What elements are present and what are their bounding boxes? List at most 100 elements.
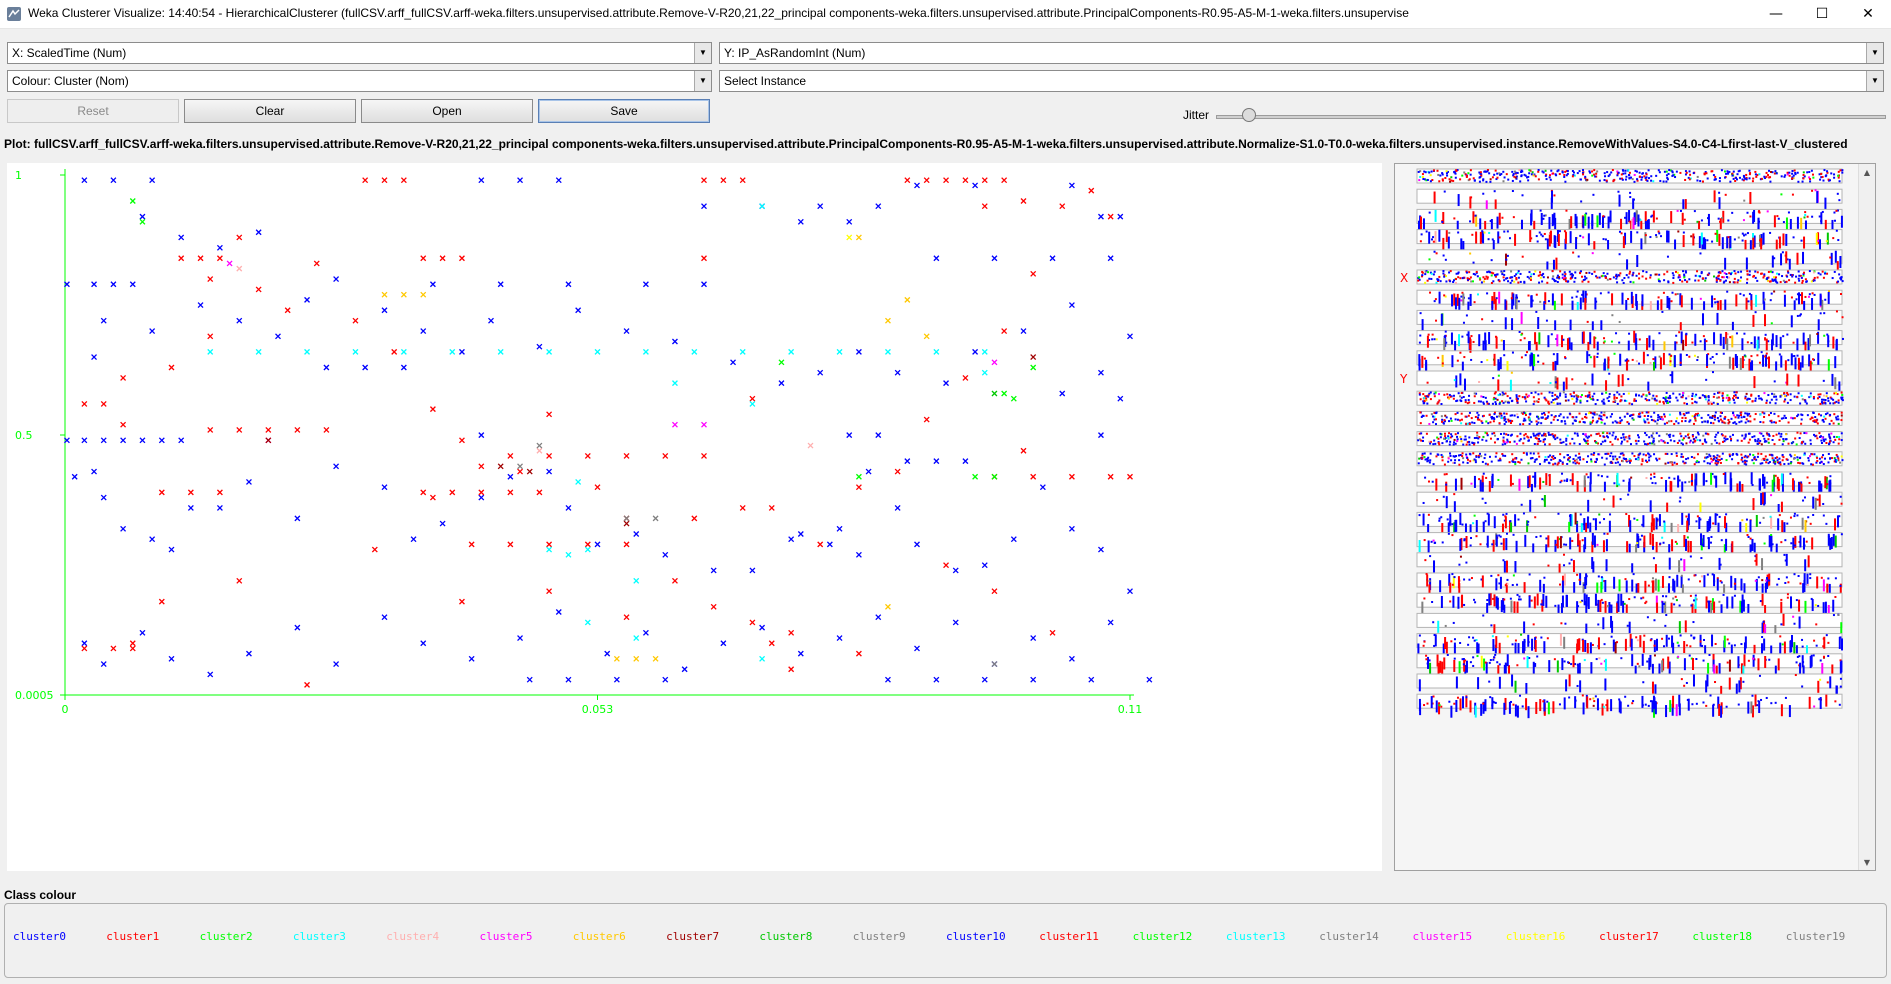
reset-button[interactable]: Reset: [7, 99, 179, 123]
data-point[interactable]: [187, 489, 194, 496]
data-point[interactable]: [1127, 588, 1133, 595]
data-point[interactable]: [526, 468, 533, 475]
data-point[interactable]: [1020, 447, 1027, 454]
data-point[interactable]: [497, 463, 504, 470]
data-point[interactable]: [671, 338, 678, 345]
data-point[interactable]: [1001, 390, 1008, 397]
data-point[interactable]: [671, 380, 678, 387]
data-point[interactable]: [546, 468, 553, 475]
data-point[interactable]: [778, 380, 785, 387]
data-point[interactable]: [275, 333, 281, 340]
data-point[interactable]: [701, 452, 707, 459]
data-point[interactable]: [526, 676, 533, 683]
data-point[interactable]: [642, 348, 649, 355]
data-point[interactable]: [536, 447, 543, 454]
data-point[interactable]: [139, 629, 146, 636]
data-point[interactable]: [584, 541, 591, 548]
data-point[interactable]: [352, 317, 359, 324]
data-point[interactable]: [536, 343, 543, 350]
data-point[interactable]: [1001, 177, 1008, 184]
data-point[interactable]: [168, 655, 175, 662]
data-point[interactable]: [972, 473, 979, 480]
data-point[interactable]: [129, 645, 136, 652]
data-point[interactable]: [517, 635, 524, 641]
attribute-bar[interactable]: [1416, 572, 1843, 597]
data-point[interactable]: [1010, 536, 1017, 543]
data-point[interactable]: [236, 577, 243, 584]
data-point[interactable]: [517, 177, 524, 184]
data-point[interactable]: [1049, 255, 1056, 262]
data-point[interactable]: [914, 645, 920, 652]
data-point[interactable]: [1088, 187, 1095, 194]
attribute-bar[interactable]: [1416, 390, 1844, 406]
data-point[interactable]: [207, 333, 214, 340]
data-point[interactable]: [884, 603, 891, 610]
data-point[interactable]: [1107, 473, 1114, 480]
data-point[interactable]: [642, 629, 649, 636]
data-point[interactable]: [662, 676, 669, 683]
data-point[interactable]: [952, 567, 959, 574]
data-point[interactable]: [952, 619, 959, 626]
data-point[interactable]: [894, 505, 901, 511]
data-point[interactable]: [652, 655, 659, 662]
select-instance-select[interactable]: Select Instance ▼: [719, 70, 1884, 92]
data-point[interactable]: [255, 286, 262, 293]
data-point[interactable]: [207, 426, 214, 433]
data-point[interactable]: [739, 348, 746, 355]
data-point[interactable]: [720, 640, 727, 647]
data-point[interactable]: [1146, 676, 1153, 683]
data-point[interactable]: [362, 364, 369, 371]
data-point[interactable]: [633, 577, 640, 584]
data-point[interactable]: [100, 317, 107, 324]
data-point[interactable]: [236, 265, 243, 272]
data-point[interactable]: [294, 515, 301, 522]
data-point[interactable]: [158, 489, 165, 496]
data-point[interactable]: [129, 198, 136, 204]
close-button[interactable]: ✕: [1845, 0, 1891, 28]
data-point[interactable]: [875, 432, 882, 439]
data-point[interactable]: [875, 614, 882, 621]
data-point[interactable]: [507, 489, 514, 496]
data-point[interactable]: [120, 437, 127, 444]
data-point[interactable]: [855, 348, 862, 355]
data-point[interactable]: [981, 348, 988, 355]
data-point[interactable]: [817, 541, 824, 548]
data-point[interactable]: [429, 281, 436, 288]
data-point[interactable]: [381, 614, 388, 621]
data-point[interactable]: [836, 348, 843, 355]
data-point[interactable]: [381, 291, 388, 298]
data-point[interactable]: [662, 551, 669, 558]
attribute-bar[interactable]: [1416, 269, 1844, 285]
data-point[interactable]: [933, 348, 940, 355]
data-point[interactable]: [691, 515, 698, 522]
data-point[interactable]: [507, 452, 514, 459]
data-point[interactable]: [294, 426, 301, 433]
data-point[interactable]: [1097, 369, 1104, 376]
data-point[interactable]: [768, 505, 775, 511]
data-point[interactable]: [565, 676, 572, 683]
data-point[interactable]: [914, 182, 920, 189]
data-point[interactable]: [855, 551, 862, 558]
data-point[interactable]: [284, 307, 291, 314]
data-point[interactable]: [633, 655, 640, 662]
data-point[interactable]: [236, 234, 243, 241]
data-point[interactable]: [207, 276, 214, 283]
data-point[interactable]: [1107, 213, 1114, 220]
data-point[interactable]: [884, 676, 891, 683]
attribute-bar[interactable]: [1416, 491, 1843, 517]
data-point[interactable]: [933, 255, 940, 262]
data-point[interactable]: [362, 177, 369, 184]
attribute-bar[interactable]: [1416, 289, 1843, 314]
data-point[interactable]: [759, 624, 766, 631]
data-point[interactable]: [129, 281, 136, 288]
data-point[interactable]: [294, 624, 301, 631]
attribute-bar[interactable]: [1416, 168, 1844, 184]
data-point[interactable]: [304, 348, 311, 355]
attribute-bar[interactable]: [1416, 592, 1843, 618]
data-point[interactable]: [1068, 473, 1075, 480]
data-point[interactable]: [788, 629, 795, 636]
data-point[interactable]: [923, 416, 930, 423]
data-point[interactable]: [304, 681, 311, 688]
data-point[interactable]: [981, 562, 988, 569]
